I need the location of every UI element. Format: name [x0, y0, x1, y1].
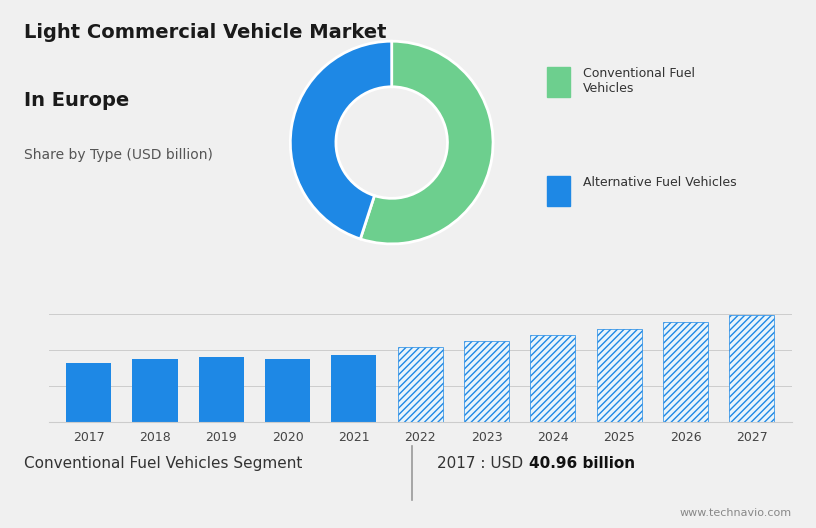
Text: www.technavio.com: www.technavio.com	[680, 508, 792, 518]
Wedge shape	[290, 41, 392, 239]
Text: Share by Type (USD billion): Share by Type (USD billion)	[24, 148, 213, 162]
Bar	[530, 335, 575, 422]
Text: 40.96 billion: 40.96 billion	[529, 456, 635, 471]
Bar	[66, 363, 111, 422]
Bar	[199, 357, 244, 422]
FancyBboxPatch shape	[547, 67, 570, 97]
Bar	[730, 315, 774, 422]
Text: Alternative Fuel Vehicles: Alternative Fuel Vehicles	[583, 175, 737, 188]
Bar	[132, 360, 178, 422]
FancyBboxPatch shape	[547, 175, 570, 206]
Bar	[265, 359, 310, 422]
Bar	[596, 329, 641, 422]
Bar	[464, 341, 509, 422]
Bar	[663, 323, 708, 422]
Bar	[397, 347, 443, 422]
Bar	[331, 355, 376, 422]
Text: 2017 : USD: 2017 : USD	[437, 456, 528, 471]
Text: Conventional Fuel
Vehicles: Conventional Fuel Vehicles	[583, 67, 695, 95]
Text: Conventional Fuel Vehicles Segment: Conventional Fuel Vehicles Segment	[24, 456, 303, 471]
Wedge shape	[361, 41, 493, 244]
Text: In Europe: In Europe	[24, 91, 130, 110]
Text: Light Commercial Vehicle Market: Light Commercial Vehicle Market	[24, 23, 387, 42]
